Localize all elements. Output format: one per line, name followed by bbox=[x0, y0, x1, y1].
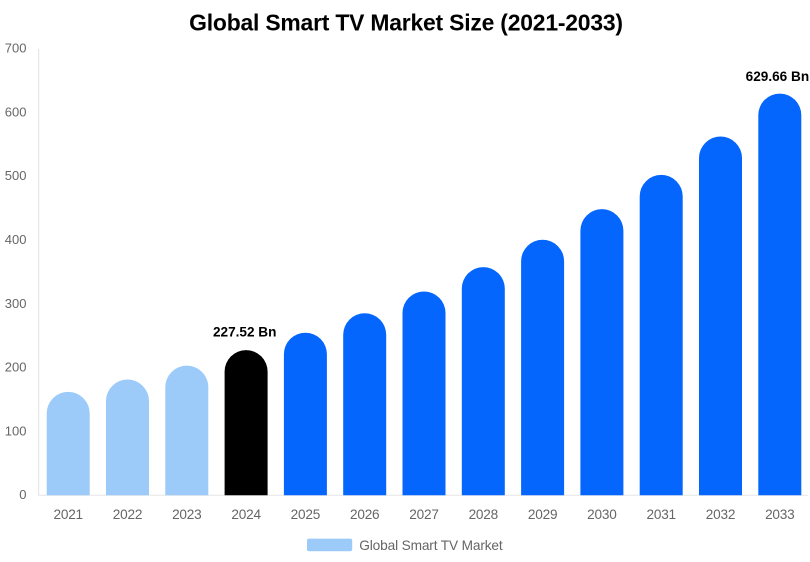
svg-text:Global Smart TV Market: Global Smart TV Market bbox=[359, 538, 503, 553]
svg-text:629.66 Bn: 629.66 Bn bbox=[746, 69, 809, 84]
svg-text:0: 0 bbox=[19, 487, 26, 502]
svg-text:2028: 2028 bbox=[469, 507, 498, 522]
svg-text:2022: 2022 bbox=[113, 507, 142, 522]
svg-text:400: 400 bbox=[5, 232, 27, 247]
svg-text:2026: 2026 bbox=[350, 507, 379, 522]
svg-text:2025: 2025 bbox=[291, 507, 320, 522]
svg-text:2027: 2027 bbox=[409, 507, 438, 522]
svg-text:2033: 2033 bbox=[765, 507, 794, 522]
svg-text:2023: 2023 bbox=[172, 507, 201, 522]
svg-text:2030: 2030 bbox=[587, 507, 617, 522]
svg-text:300: 300 bbox=[5, 296, 27, 311]
svg-text:2032: 2032 bbox=[706, 507, 735, 522]
svg-text:100: 100 bbox=[5, 423, 27, 438]
svg-text:200: 200 bbox=[5, 360, 27, 375]
svg-text:Global Smart TV Market Size (2: Global Smart TV Market Size (2021-2033) bbox=[189, 10, 623, 36]
svg-text:700: 700 bbox=[5, 41, 27, 56]
svg-text:2021: 2021 bbox=[53, 507, 82, 522]
svg-text:600: 600 bbox=[5, 104, 27, 119]
svg-text:2029: 2029 bbox=[528, 507, 557, 522]
svg-text:2024: 2024 bbox=[231, 507, 261, 522]
svg-text:227.52 Bn: 227.52 Bn bbox=[213, 324, 276, 339]
svg-text:2031: 2031 bbox=[646, 507, 675, 522]
svg-text:500: 500 bbox=[5, 168, 27, 183]
